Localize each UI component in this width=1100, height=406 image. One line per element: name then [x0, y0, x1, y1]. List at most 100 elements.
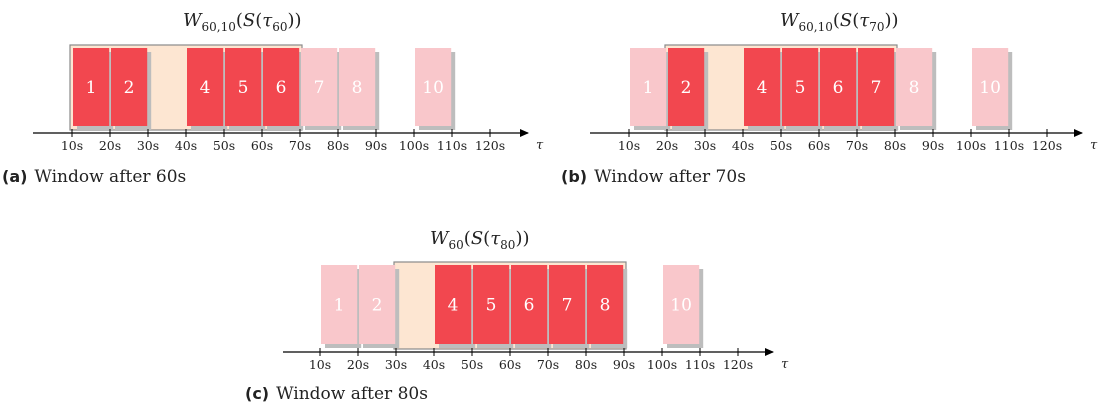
event-block-label: 8 [352, 78, 363, 98]
tick-label: 60s [808, 138, 830, 153]
tick-label: 100s [399, 138, 429, 153]
tick-label: 60s [499, 357, 521, 372]
event-block-7 [858, 48, 895, 126]
event-block-label: 10 [670, 296, 692, 316]
tick-label: 120s [1032, 138, 1062, 153]
tick-label: 10s [618, 138, 640, 153]
event-block-10 [972, 48, 1009, 126]
event-block-4 [435, 265, 472, 344]
tick-label: 10s [61, 138, 83, 153]
event-block-4 [187, 48, 224, 126]
event-block-6 [820, 48, 857, 126]
axis-symbol: τ [781, 357, 789, 372]
tick-label: 30s [385, 357, 407, 372]
panel-a: W60,10(S(τ60)) 1 2 4 5 6 7 8 10 10s 20s 30s 40s 50s 60… [2, 10, 544, 187]
tick-label: 80s [884, 138, 906, 153]
event-block-label: 5 [795, 78, 806, 98]
caption-tag: (a) [2, 167, 27, 186]
event-block-label: 4 [200, 78, 211, 98]
event-block-8 [587, 265, 624, 344]
panel-caption: (c) Window after 80s [245, 384, 428, 404]
tick-label: 10s [309, 357, 331, 372]
event-block-10 [415, 48, 452, 126]
event-block-2 [359, 265, 396, 344]
tick-label: 90s [365, 138, 387, 153]
tick-label: 100s [956, 138, 986, 153]
event-block-10 [663, 265, 700, 344]
tick-label: 70s [846, 138, 868, 153]
event-block-label: 1 [334, 296, 345, 316]
tick-label: 90s [922, 138, 944, 153]
caption-text: Window after 70s [594, 167, 746, 187]
tick-label: 110s [994, 138, 1024, 153]
event-block-5 [225, 48, 262, 126]
event-block-label: 7 [314, 78, 325, 98]
event-block-1 [73, 48, 110, 126]
event-block-label: 2 [681, 78, 692, 98]
tick-label: 80s [575, 357, 597, 372]
event-block-1 [321, 265, 358, 344]
tick-label: 120s [723, 357, 753, 372]
caption-tag: (c) [245, 384, 269, 403]
event-block-6 [263, 48, 300, 126]
tick-label: 50s [213, 138, 235, 153]
tick-label: 90s [613, 357, 635, 372]
event-block-label: 6 [276, 78, 287, 98]
tick-label: 120s [475, 138, 505, 153]
tick-label: 40s [732, 138, 754, 153]
tick-label: 20s [656, 138, 678, 153]
event-block-2 [668, 48, 705, 126]
panel-title: W60,10(S(τ70)) [780, 10, 899, 34]
tick-label: 110s [685, 357, 715, 372]
tick-label: 30s [694, 138, 716, 153]
event-block-5 [473, 265, 510, 344]
caption-tag: (b) [561, 167, 587, 186]
caption-text: Window after 60s [34, 167, 186, 187]
event-block-label: 5 [486, 296, 497, 316]
panel-caption: (b) Window after 70s [561, 167, 746, 187]
tick-label: 60s [251, 138, 273, 153]
event-block-2 [111, 48, 148, 126]
tick-label: 70s [289, 138, 311, 153]
panel-c: W60(S(τ80)) 1 2 4 5 6 7 8 10 10s 20s 30s 40s 50s 60s 70… [245, 228, 789, 404]
event-block-label: 5 [238, 78, 249, 98]
tick-label: 40s [423, 357, 445, 372]
event-block-8 [896, 48, 933, 126]
caption-text: Window after 80s [276, 384, 428, 404]
event-block-label: 6 [833, 78, 844, 98]
panel-caption: (a) Window after 60s [2, 167, 186, 187]
axis-symbol: τ [536, 138, 544, 153]
event-block-label: 4 [757, 78, 768, 98]
event-block-label: 2 [124, 78, 135, 98]
tick-label: 20s [347, 357, 369, 372]
event-block-8 [339, 48, 376, 126]
tick-label: 40s [175, 138, 197, 153]
tick-label: 100s [647, 357, 677, 372]
panel-title: W60(S(τ80)) [430, 228, 530, 252]
event-block-label: 6 [524, 296, 535, 316]
tick-label: 50s [770, 138, 792, 153]
event-block-7 [301, 48, 338, 126]
event-block-label: 4 [448, 296, 459, 316]
event-block-label: 10 [422, 78, 444, 98]
tick-label: 80s [327, 138, 349, 153]
event-block-7 [549, 265, 586, 344]
event-block-label: 7 [871, 78, 882, 98]
event-block-label: 2 [372, 296, 383, 316]
event-block-1 [630, 48, 667, 126]
panel-b: W60,10(S(τ70)) 1 2 4 5 6 7 8 10 10s 20s 30s 40s 50s 60… [561, 10, 1098, 187]
event-block-label: 7 [562, 296, 573, 316]
tick-label: 70s [537, 357, 559, 372]
event-block-label: 8 [600, 296, 611, 316]
tick-label: 50s [461, 357, 483, 372]
event-block-label: 10 [979, 78, 1001, 98]
tick-label: 30s [137, 138, 159, 153]
event-block-6 [511, 265, 548, 344]
tick-label: 20s [99, 138, 121, 153]
event-block-label: 1 [86, 78, 97, 98]
event-block-label: 8 [909, 78, 920, 98]
panel-title: W60,10(S(τ60)) [183, 10, 302, 34]
event-block-4 [744, 48, 781, 126]
tick-label: 110s [437, 138, 467, 153]
event-block-5 [782, 48, 819, 126]
